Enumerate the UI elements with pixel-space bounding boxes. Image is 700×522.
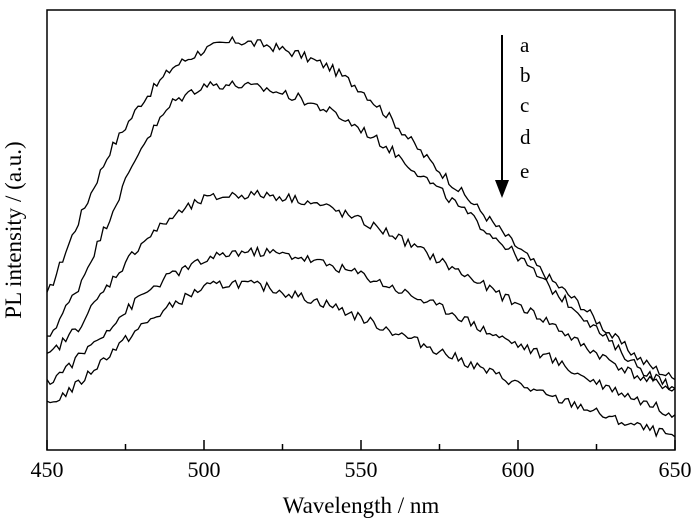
series-line-d bbox=[46, 245, 676, 419]
y-axis-title: PL intensity / (a.u.) bbox=[1, 141, 26, 318]
x-tick-label: 650 bbox=[659, 457, 692, 482]
series-group bbox=[46, 35, 676, 438]
series-line-a bbox=[46, 35, 676, 381]
series-line-b bbox=[46, 79, 676, 392]
legend: a b c d e bbox=[495, 33, 531, 198]
legend-label-a: a bbox=[520, 33, 530, 57]
plot-frame bbox=[46, 9, 676, 451]
legend-label-c: c bbox=[520, 93, 529, 117]
x-axis-title: Wavelength / nm bbox=[283, 493, 440, 518]
legend-label-d: d bbox=[520, 125, 531, 149]
x-tick-label: 550 bbox=[345, 457, 378, 482]
series-line-c bbox=[46, 189, 676, 391]
x-tick-label: 600 bbox=[502, 457, 535, 482]
series-line-e bbox=[46, 279, 676, 438]
legend-label-e: e bbox=[520, 159, 529, 183]
legend-label-b: b bbox=[520, 63, 531, 87]
legend-arrow-head bbox=[495, 180, 509, 198]
x-tick-label: 500 bbox=[188, 457, 221, 482]
x-tick-label: 450 bbox=[31, 457, 64, 482]
x-axis-ticks: 450 500 550 600 650 bbox=[31, 440, 692, 482]
